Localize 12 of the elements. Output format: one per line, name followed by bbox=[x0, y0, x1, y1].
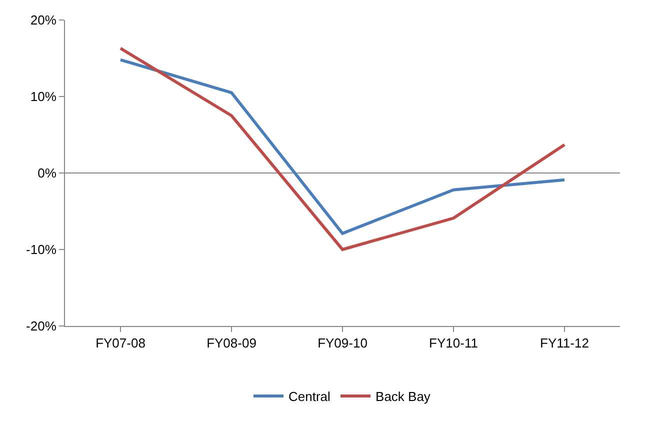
y-tick-label: 0% bbox=[38, 166, 57, 181]
legend-label: Central bbox=[288, 389, 331, 404]
x-tick-label: FY10-11 bbox=[429, 336, 478, 351]
x-tick-label: FY08-09 bbox=[206, 336, 256, 351]
y-tick-label: 10% bbox=[30, 89, 57, 104]
y-tick-label: -20% bbox=[26, 318, 57, 334]
y-tick-label: 20% bbox=[30, 12, 57, 28]
x-tick-label: FY11-12 bbox=[540, 336, 589, 351]
legend-label: Back Bay bbox=[376, 389, 431, 404]
x-tick-label: FY09-10 bbox=[318, 336, 368, 351]
x-tick-label: FY07-08 bbox=[96, 336, 146, 351]
y-tick-label: -10% bbox=[26, 242, 57, 258]
